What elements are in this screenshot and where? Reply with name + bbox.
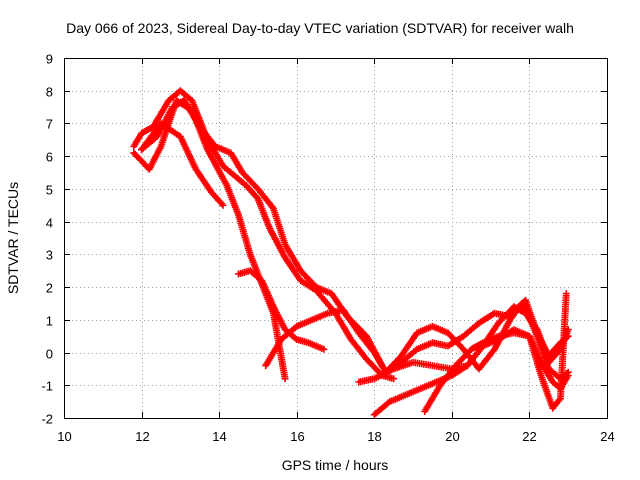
x-tick-label: 12	[135, 429, 149, 444]
y-tick-label: 9	[46, 52, 53, 67]
x-tick-label: 16	[290, 429, 304, 444]
y-tick-label: -2	[41, 412, 53, 427]
series-markers	[130, 87, 398, 383]
y-tick-label: 1	[46, 314, 53, 329]
series-pass-9	[382, 296, 572, 376]
series-pass-4	[138, 120, 227, 209]
plot-frame	[64, 58, 608, 419]
x-tick-label: 22	[522, 429, 536, 444]
y-tick-label: 2	[46, 281, 53, 296]
series-pass-1	[130, 87, 398, 383]
series-markers	[421, 329, 572, 415]
y-tick-label: 0	[46, 347, 53, 362]
x-tick-label: 20	[445, 429, 459, 444]
x-tick-label: 18	[367, 429, 381, 444]
x-axis-label: GPS time / hours	[282, 457, 389, 473]
y-tick-label: -1	[41, 379, 53, 394]
y-axis-label: SDTVAR / TECUs	[5, 182, 21, 294]
series-pass-10	[421, 329, 572, 415]
series-markers	[138, 120, 227, 209]
x-tick-label: 24	[600, 429, 614, 444]
grid-lines	[64, 58, 607, 418]
x-tick-label: 14	[212, 429, 226, 444]
series-markers	[138, 97, 386, 370]
y-tick-label: 8	[46, 85, 53, 100]
series-pass-2	[138, 97, 386, 370]
y-tick-label: 6	[46, 150, 53, 165]
chart-title: Day 066 of 2023, Sidereal Day-to-day VTE…	[66, 20, 574, 36]
y-tick-label: 3	[46, 248, 53, 263]
y-tick-label: 4	[46, 216, 53, 231]
series-markers	[382, 296, 572, 376]
y-tick-label: 5	[46, 183, 53, 198]
x-tick-label: 10	[57, 429, 71, 444]
data-series	[130, 87, 572, 419]
y-tick-label: 7	[46, 117, 53, 132]
